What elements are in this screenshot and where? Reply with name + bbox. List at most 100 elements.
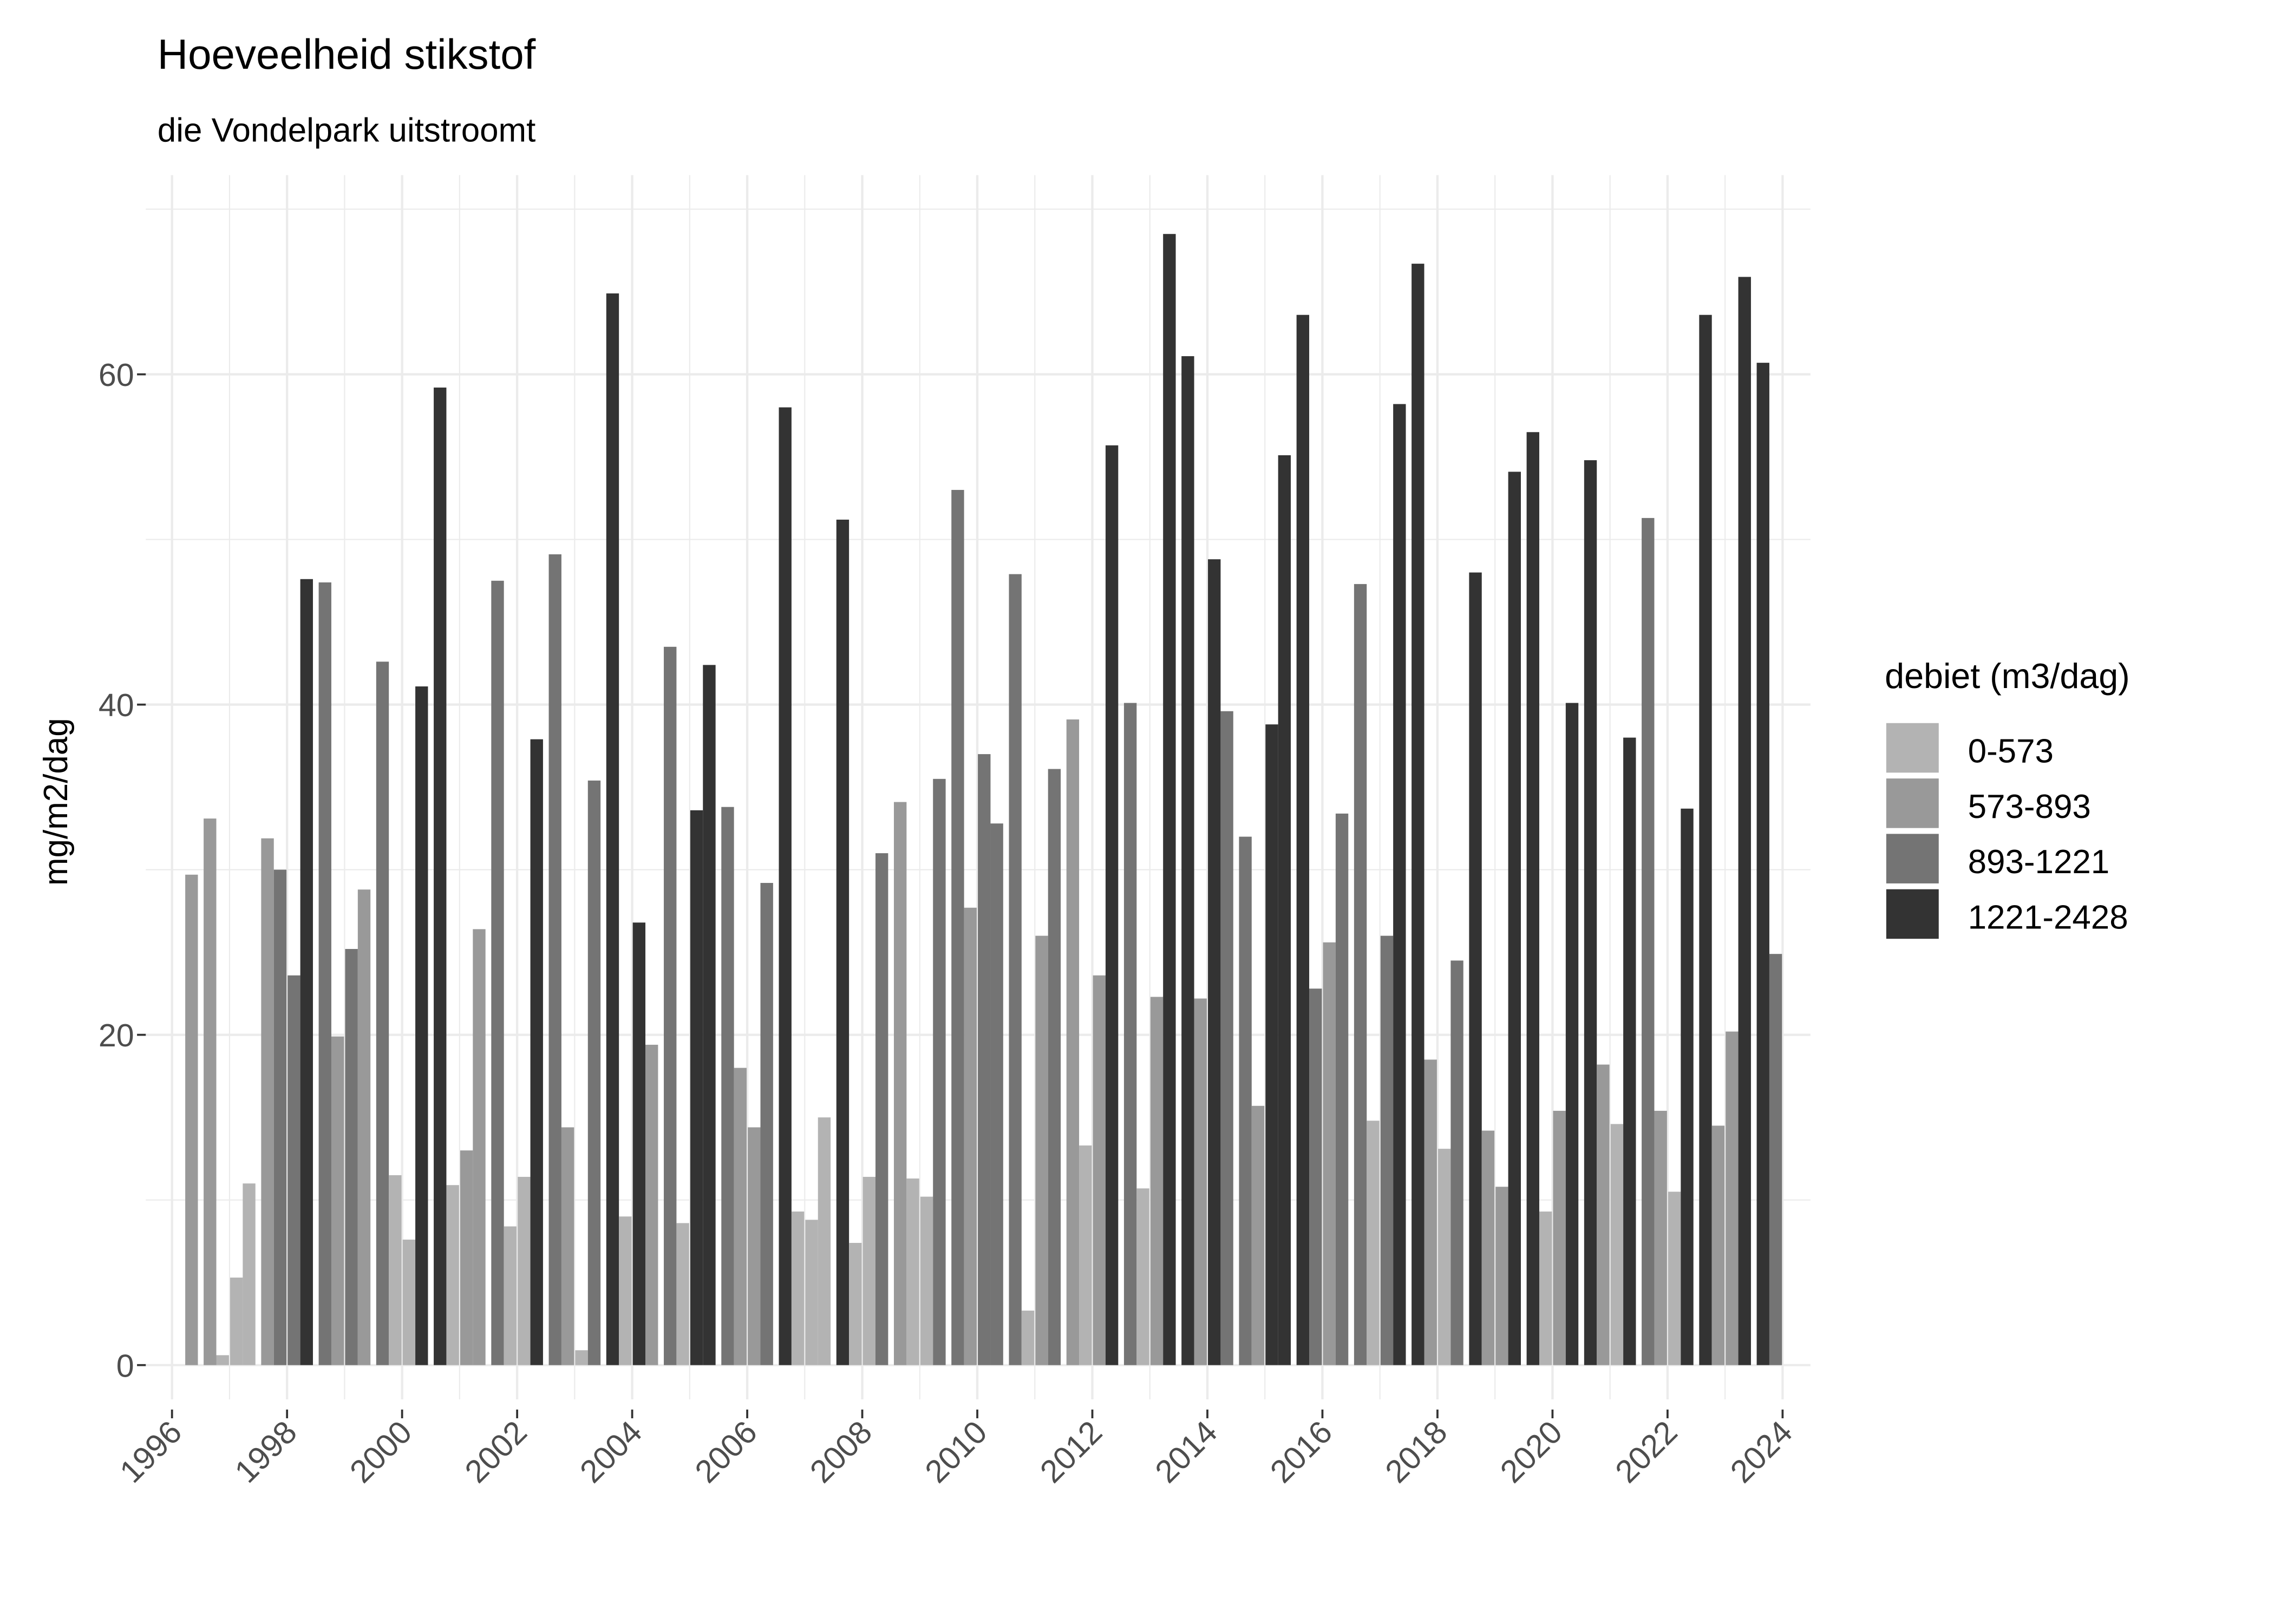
chart-subtitle: die Vondelpark uitstroomt: [158, 112, 536, 149]
bar: [300, 579, 313, 1365]
legend-label: 573-893: [1968, 788, 2091, 826]
bar: [318, 582, 331, 1365]
bar: [1323, 942, 1336, 1365]
bar: [951, 490, 964, 1365]
y-axis-label: mg/m2/dag: [37, 718, 75, 886]
bar: [1711, 1125, 1725, 1365]
bar: [1296, 315, 1310, 1365]
y-tick-label: 20: [99, 1017, 134, 1053]
bar: [1380, 935, 1394, 1365]
bar: [1066, 719, 1080, 1365]
bar: [1009, 574, 1022, 1365]
bar: [273, 869, 287, 1365]
bar: [473, 929, 486, 1365]
bar: [1208, 559, 1221, 1365]
bar: [1424, 1059, 1437, 1365]
bar: [357, 889, 371, 1365]
bar: [1526, 432, 1539, 1365]
x-tick-label: 2008: [803, 1413, 879, 1490]
bar: [530, 739, 543, 1365]
bar: [1668, 1191, 1681, 1365]
bar: [805, 1220, 818, 1365]
x-tick-label: 2004: [573, 1413, 649, 1490]
bar: [1726, 1031, 1739, 1365]
bar: [1769, 954, 1782, 1365]
bar: [1412, 264, 1424, 1365]
bar: [1469, 572, 1482, 1365]
bar: [1079, 1145, 1092, 1365]
bar: [760, 883, 773, 1365]
bar: [906, 1178, 919, 1365]
bar: [849, 1243, 862, 1365]
x-tick-label: 2006: [688, 1413, 764, 1490]
bar: [1123, 703, 1137, 1365]
x-tick-label: 2010: [918, 1413, 994, 1490]
x-tick-label: 2018: [1378, 1413, 1454, 1490]
bar: [933, 778, 946, 1365]
bar: [1265, 724, 1278, 1365]
x-tick-label: 2022: [1608, 1413, 1684, 1490]
bar: [434, 387, 447, 1365]
bar: [1508, 472, 1521, 1365]
bar: [1367, 1121, 1380, 1365]
bar: [619, 1216, 632, 1365]
bar: [703, 665, 716, 1365]
x-tick-label: 2002: [458, 1413, 534, 1490]
bars: [185, 234, 1782, 1365]
bar: [721, 807, 734, 1365]
bar: [1438, 1149, 1451, 1365]
x-tick-label: 2024: [1723, 1413, 1800, 1490]
bar: [779, 407, 792, 1365]
bar: [575, 1350, 588, 1365]
y-tick-label: 0: [116, 1347, 134, 1384]
bar: [1584, 460, 1597, 1365]
bar: [1035, 935, 1048, 1365]
bar: [561, 1127, 574, 1365]
bar: [261, 838, 274, 1365]
bar: [676, 1223, 689, 1365]
bar: [1565, 703, 1579, 1365]
bar: [1495, 1187, 1508, 1365]
bar: [587, 780, 601, 1365]
gridlines: [146, 175, 1811, 1399]
bar: [1150, 997, 1164, 1365]
bar: [1354, 584, 1367, 1365]
bar: [1239, 836, 1252, 1365]
bar: [504, 1226, 517, 1365]
bar: [1738, 277, 1751, 1365]
bar: [1553, 1110, 1566, 1365]
bar: [243, 1183, 256, 1365]
bar: [606, 293, 619, 1365]
legend-title: debiet (m3/dag): [1885, 657, 2130, 696]
bar: [185, 874, 198, 1365]
bar: [1756, 363, 1769, 1365]
bar: [1610, 1124, 1624, 1365]
bar: [1539, 1212, 1552, 1365]
bar: [1481, 1130, 1495, 1365]
bar: [893, 802, 907, 1365]
legend-label: 893-1221: [1968, 843, 2110, 881]
bar: [1021, 1311, 1035, 1365]
bar: [1163, 234, 1176, 1365]
bar: [920, 1196, 933, 1365]
bar: [791, 1212, 805, 1365]
bar: [1654, 1110, 1667, 1365]
x-tick-label: 2020: [1493, 1413, 1570, 1490]
bar: [836, 519, 850, 1365]
bar: [491, 580, 504, 1365]
bar: [460, 1150, 473, 1365]
bar: [1642, 518, 1655, 1365]
bar: [216, 1355, 229, 1365]
legend-key: [1886, 834, 1939, 883]
bar: [1393, 404, 1406, 1365]
y-tick-label: 40: [99, 687, 134, 723]
bar: [645, 1044, 658, 1365]
bar: [1181, 356, 1194, 1365]
bar: [1136, 1188, 1149, 1365]
bar: [1251, 1105, 1265, 1365]
bar: [345, 949, 358, 1365]
bar: [1597, 1064, 1610, 1365]
bar: [1194, 998, 1207, 1365]
bar: [690, 810, 703, 1365]
